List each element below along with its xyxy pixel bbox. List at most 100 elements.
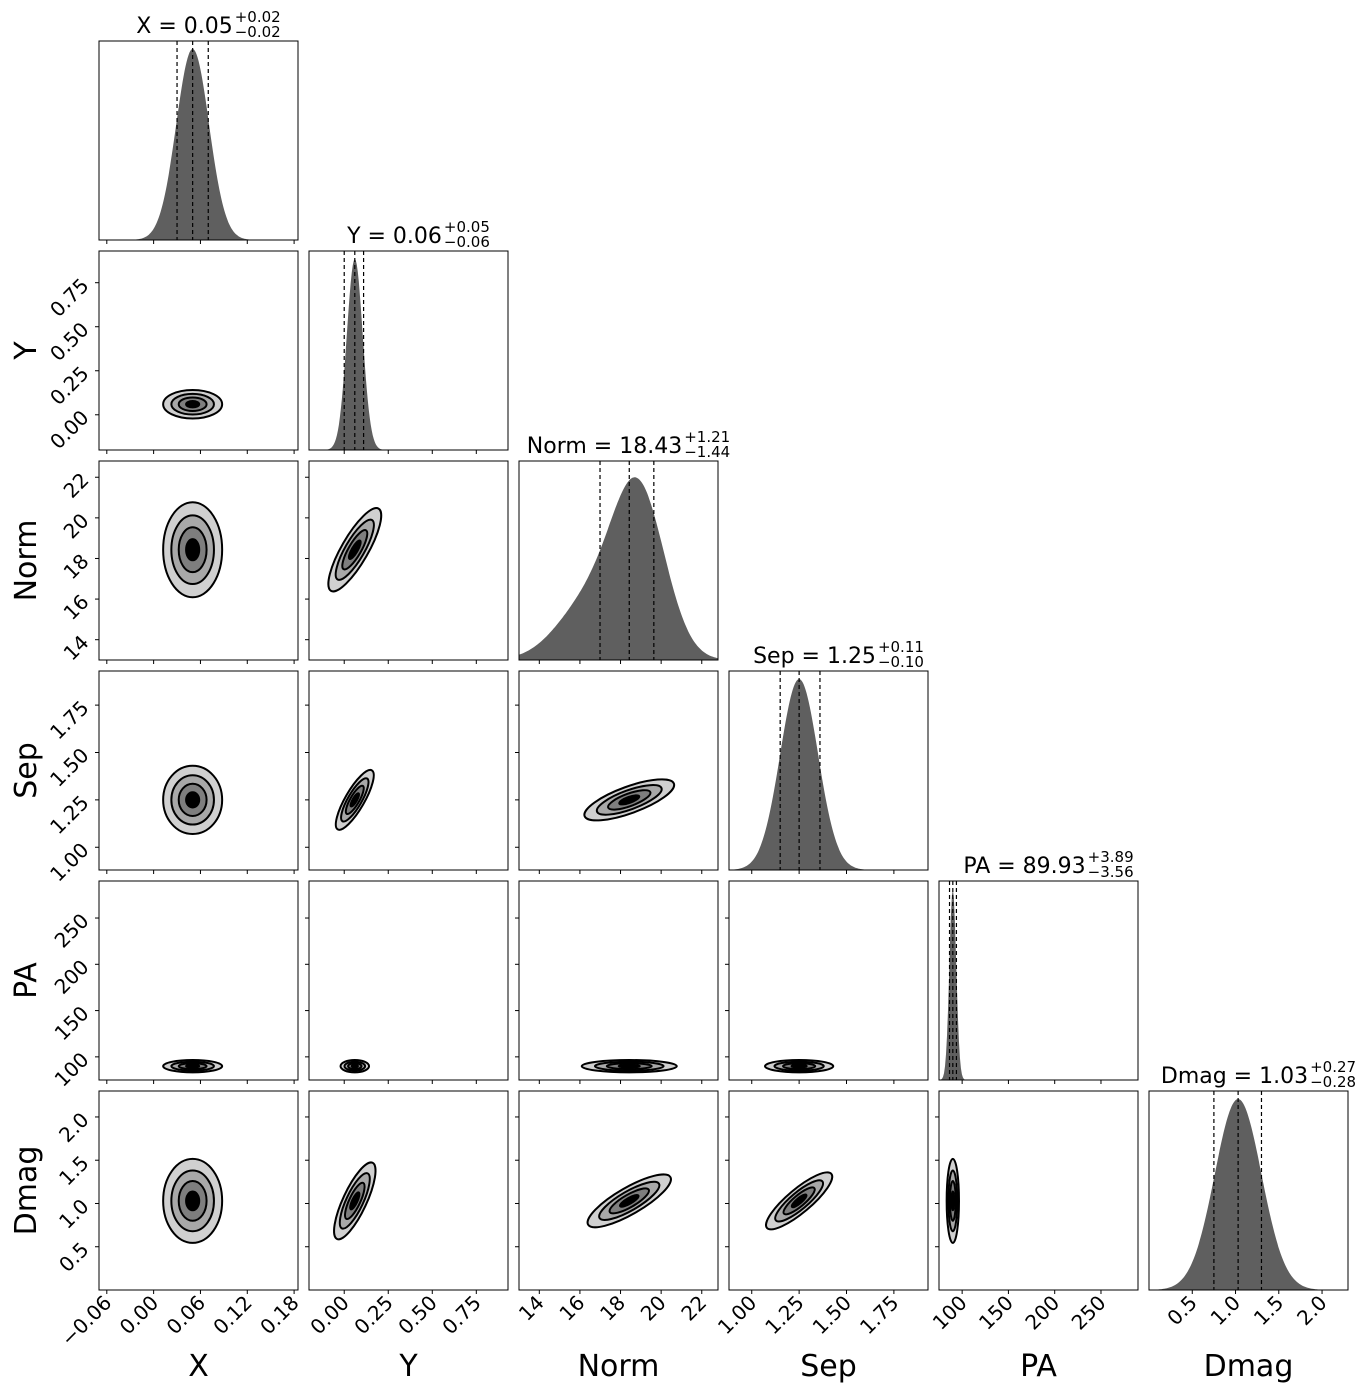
y-tick-label-norm: 14 — [59, 630, 94, 665]
contour-level-4 — [618, 1194, 640, 1208]
panel-frame — [98, 250, 299, 451]
panel-frame — [938, 880, 1139, 1081]
hist-norm — [519, 477, 718, 660]
x-tick-label-pa: 250 — [1067, 1291, 1111, 1335]
contour-sep-vs-norm — [583, 778, 676, 822]
contour-norm-vs-x — [162, 501, 224, 599]
hist-x — [99, 49, 298, 240]
title-plus-pa: +3.89 — [1088, 848, 1134, 866]
panel-frame — [308, 460, 509, 661]
hist-pa — [939, 889, 1138, 1080]
y-tick-label-pa: 200 — [50, 955, 94, 999]
contour-level-4 — [618, 794, 641, 806]
hist-bars-pa — [939, 889, 1138, 1080]
title-sep: Sep = 1.25 — [753, 644, 876, 669]
contour-level-4 — [185, 400, 201, 409]
panel-frame — [98, 1090, 299, 1291]
y-tick-label-sep: 1.00 — [45, 838, 93, 886]
panel-frame — [98, 880, 299, 1081]
hist-bars-dmag — [1149, 1099, 1348, 1290]
x-tick-label-norm: 22 — [676, 1291, 711, 1326]
x-tick-label-pa: 150 — [974, 1291, 1018, 1335]
panel-frame — [98, 460, 299, 661]
title-minus-sep: −0.10 — [878, 653, 924, 671]
contour-level-4 — [185, 1190, 201, 1212]
contour-level-4 — [790, 1193, 808, 1209]
x-tick-label-dmag: 2.0 — [1292, 1291, 1331, 1330]
hist-sep — [729, 679, 928, 870]
contour-pa-vs-norm — [580, 1059, 678, 1074]
title-y: Y = 0.06 — [346, 224, 442, 249]
y-tick-label-y: 0.75 — [45, 273, 93, 321]
contour-dmag-vs-sep — [765, 1171, 834, 1231]
x-axis-label-dmag: Dmag — [1204, 1349, 1294, 1384]
y-tick-label-dmag: 2.0 — [54, 1108, 93, 1147]
panel-frame — [98, 40, 299, 241]
x-tick-label-x: 0.18 — [255, 1291, 303, 1339]
x-tick-label-pa: 100 — [928, 1291, 972, 1335]
contour-level-4 — [349, 1191, 361, 1211]
contour-level-4 — [790, 1063, 808, 1069]
contour-level-4 — [185, 791, 201, 809]
contour-pa-vs-y — [339, 1059, 371, 1074]
contour-norm-vs-y — [327, 507, 383, 593]
x-tick-label-y: 0.75 — [437, 1291, 485, 1339]
y-tick-label-dmag: 0.5 — [54, 1237, 93, 1276]
y-tick-label-y: 0.50 — [45, 317, 93, 365]
x-tick-label-y: 0.25 — [349, 1291, 397, 1339]
panel-frame — [518, 670, 719, 871]
y-tick-label-norm: 20 — [59, 508, 94, 543]
panel-frame — [518, 1090, 719, 1291]
title-minus-dmag: −0.28 — [1310, 1073, 1356, 1091]
y-axis-label-y: Y — [9, 341, 44, 361]
x-tick-label-dmag: 0.5 — [1162, 1291, 1201, 1330]
title-pa: PA = 89.93 — [963, 854, 1085, 879]
y-axis-label-sep: Sep — [9, 742, 44, 799]
contour-level-4 — [349, 792, 361, 808]
x-tick-label-y: 0.50 — [393, 1291, 441, 1339]
panel-frame — [1148, 1090, 1349, 1291]
y-tick-label-pa: 100 — [50, 1047, 94, 1091]
x-tick-label-norm: 16 — [554, 1291, 589, 1326]
x-tick-label-sep: 1.50 — [808, 1291, 856, 1339]
x-tick-label-x: 0.00 — [115, 1291, 163, 1339]
contour-pa-vs-sep — [764, 1059, 835, 1074]
panel-frame — [728, 670, 929, 871]
panel-frame — [938, 1090, 1139, 1291]
panel-frame — [518, 460, 719, 661]
y-tick-label-dmag: 1.0 — [54, 1194, 93, 1233]
y-tick-label-sep: 1.50 — [45, 743, 93, 791]
title-minus-y: −0.06 — [444, 233, 490, 251]
x-tick-label-dmag: 1.0 — [1206, 1291, 1245, 1330]
panel-frame — [98, 670, 299, 871]
hist-bars-norm — [519, 477, 718, 660]
hist-dmag — [1149, 1099, 1348, 1290]
y-tick-label-norm: 18 — [59, 549, 94, 584]
hist-y — [309, 259, 508, 450]
y-axis-label-dmag: Dmag — [9, 1146, 44, 1236]
x-tick-label-sep: 1.25 — [760, 1291, 808, 1339]
title-norm: Norm = 18.43 — [527, 434, 682, 459]
x-tick-label-dmag: 1.5 — [1249, 1291, 1288, 1330]
title-minus-norm: −1.44 — [684, 443, 730, 461]
title-plus-y: +0.05 — [444, 218, 490, 236]
contour-level-4 — [185, 538, 201, 562]
panel-frame — [728, 1090, 929, 1291]
contour-dmag-vs-x — [162, 1157, 224, 1244]
contour-y-vs-x — [162, 388, 224, 420]
panel-frame — [308, 250, 509, 451]
x-tick-label-norm: 18 — [595, 1291, 630, 1326]
contour-level-4 — [347, 539, 362, 561]
y-tick-label-sep: 1.75 — [45, 696, 93, 744]
hist-bars-x — [99, 49, 298, 240]
x-tick-label-x: 0.06 — [162, 1291, 210, 1339]
title-plus-dmag: +0.27 — [1310, 1058, 1356, 1076]
x-tick-label-x: 0.12 — [208, 1291, 256, 1339]
panel-frame — [308, 880, 509, 1081]
y-tick-label-sep: 1.25 — [45, 790, 93, 838]
y-tick-label-norm: 22 — [59, 468, 94, 503]
title-x: X = 0.05 — [136, 14, 232, 39]
title-minus-x: −0.02 — [235, 23, 281, 41]
x-axis-label-pa: PA — [1020, 1349, 1057, 1384]
